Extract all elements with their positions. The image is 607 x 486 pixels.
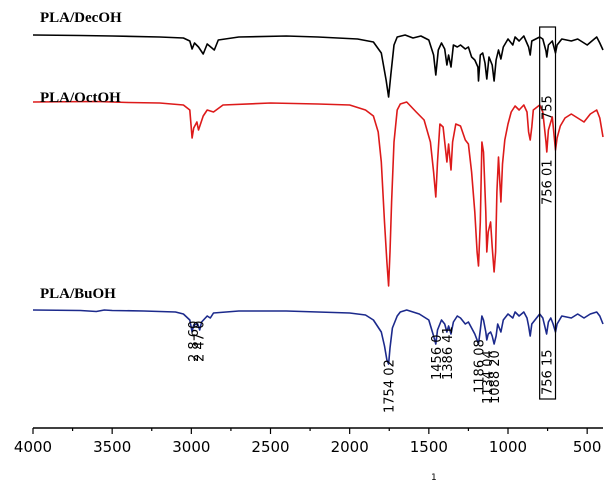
x-axis: 4000 3500 3000 2500 2000 1500 1000 500 [14,427,603,456]
x-tick-label: 3500 [93,438,131,456]
x-tick-label: 3000 [172,438,210,456]
series-line-0 [32,34,604,98]
peak-label-6: 1134 04 [481,350,496,404]
x-tick-label: 1500 [410,438,448,456]
x-tick-label: 2000 [331,438,369,456]
series-line-2 [32,309,604,365]
series-line-1 [32,100,604,287]
peak-label-2: 1754 02 [383,359,398,413]
box-annotation-0: 755 [541,95,556,120]
peak-label-1: 2 47 0 [192,321,207,362]
peak-label-8: 756 15 [541,350,556,396]
x-tick-label: 4000 [14,438,52,456]
series-label-2: PLA/BuOH [40,286,116,302]
series-label-group: PLA/DecOH PLA/OctOH PLA/BuOH [40,10,122,302]
x-tick-label: 1000 [489,438,527,456]
x-tick-label: 500 [573,438,602,456]
highlight-box [539,26,557,400]
box-annotation-1: 756 01 [541,160,556,206]
x-tick-label: 2500 [251,438,289,456]
series-group [32,34,604,365]
peak-label-5: 1186 08 [473,339,488,393]
peak-label-7: 1088 20 [488,350,503,404]
peak-label-3: 1456 0 [430,335,445,381]
peak-label-0: 2 8 60 [187,321,202,362]
x-axis-label: 1 [431,473,437,483]
series-label-1: PLA/OctOH [40,90,121,106]
series-label-0: PLA/DecOH [40,10,122,26]
peak-label-4: 1386 41 [441,326,456,380]
